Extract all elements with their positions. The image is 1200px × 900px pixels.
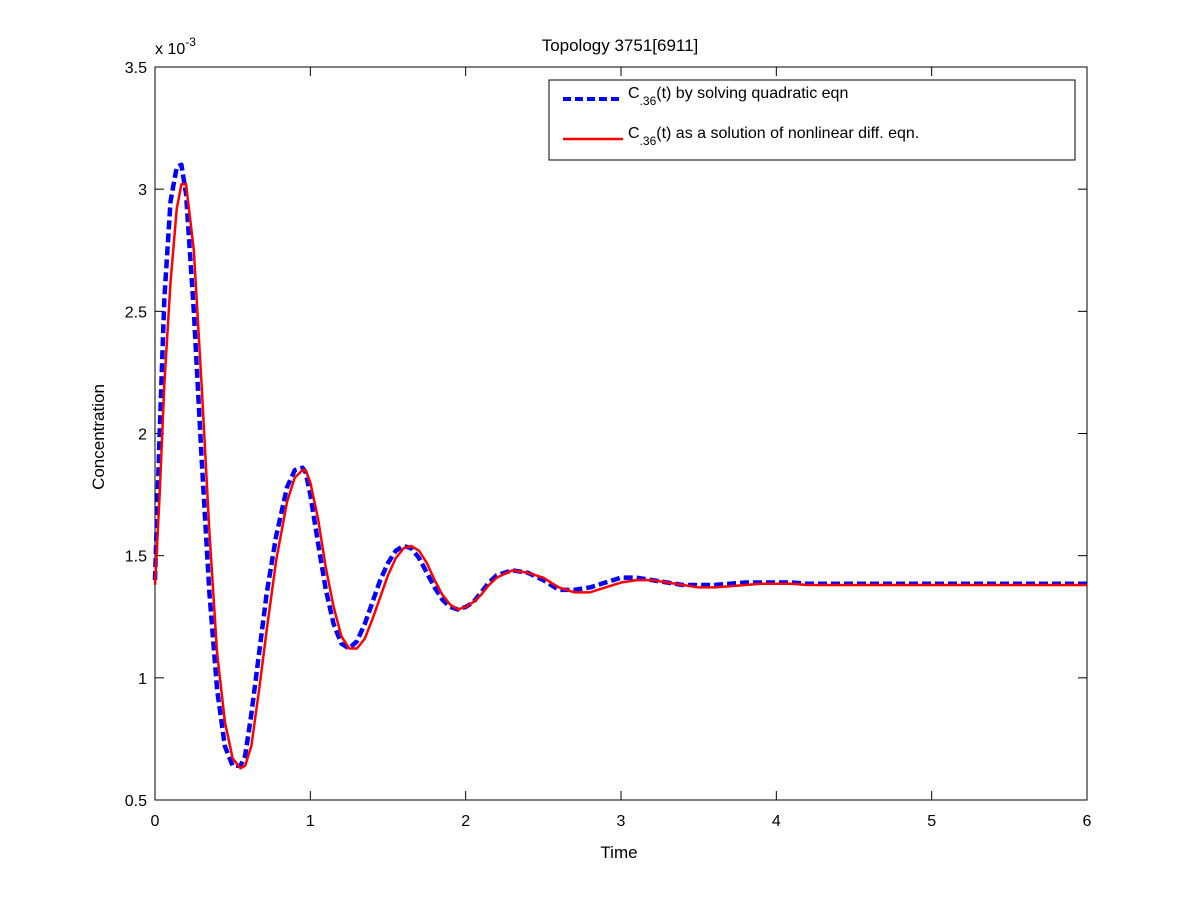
y-tick-label: 2.5 bbox=[125, 304, 147, 321]
x-tick-label: 6 bbox=[1083, 813, 1092, 830]
x-axis-label: Time bbox=[600, 843, 637, 862]
x-tick-label: 5 bbox=[927, 813, 936, 830]
legend-label-quadratic: C.36(t) by solving quadratic eqn bbox=[628, 85, 848, 108]
exponent-label: x 10-3 bbox=[155, 35, 196, 58]
y-tick-label: 2 bbox=[138, 427, 147, 444]
y-tick-label: 3 bbox=[138, 182, 147, 199]
y-tick-label: 1.5 bbox=[125, 549, 147, 566]
legend-label-nonlinear: C.36(t) as a solution of nonlinear diff.… bbox=[628, 125, 919, 148]
series-line-nonlinear bbox=[153, 183, 1087, 770]
legend: C.36(t) by solving quadratic eqn C.36(t)… bbox=[548, 79, 1076, 161]
svg-text:x 10-3: x 10-3 bbox=[155, 35, 196, 58]
legend-box bbox=[548, 79, 1076, 161]
ticks-layer: 0 1 2 3 4 5 6 0.5 1 1.5 2 2.5 3 3.5 bbox=[125, 60, 1092, 830]
x-tick-label: 4 bbox=[772, 813, 781, 830]
axes-box bbox=[154, 66, 1088, 801]
chart-title: Topology 3751[6911] bbox=[542, 36, 699, 55]
y-tick-label: 3.5 bbox=[125, 60, 147, 77]
series-layer bbox=[152, 162, 1087, 770]
exponent-base: x 10 bbox=[155, 41, 185, 58]
x-tick-label: 3 bbox=[617, 813, 626, 830]
y-tick-label: 1 bbox=[138, 671, 147, 688]
y-axis-label: Concentration bbox=[89, 384, 108, 490]
y-tick-label: 0.5 bbox=[125, 793, 147, 810]
x-tick-label: 1 bbox=[306, 813, 315, 830]
plot-area: 0 1 2 3 4 5 6 0.5 1 1.5 2 2.5 3 3.5 bbox=[125, 60, 1092, 830]
x-tick-label: 0 bbox=[151, 813, 160, 830]
exponent-power: -3 bbox=[185, 35, 196, 49]
x-tick-label: 2 bbox=[461, 813, 470, 830]
